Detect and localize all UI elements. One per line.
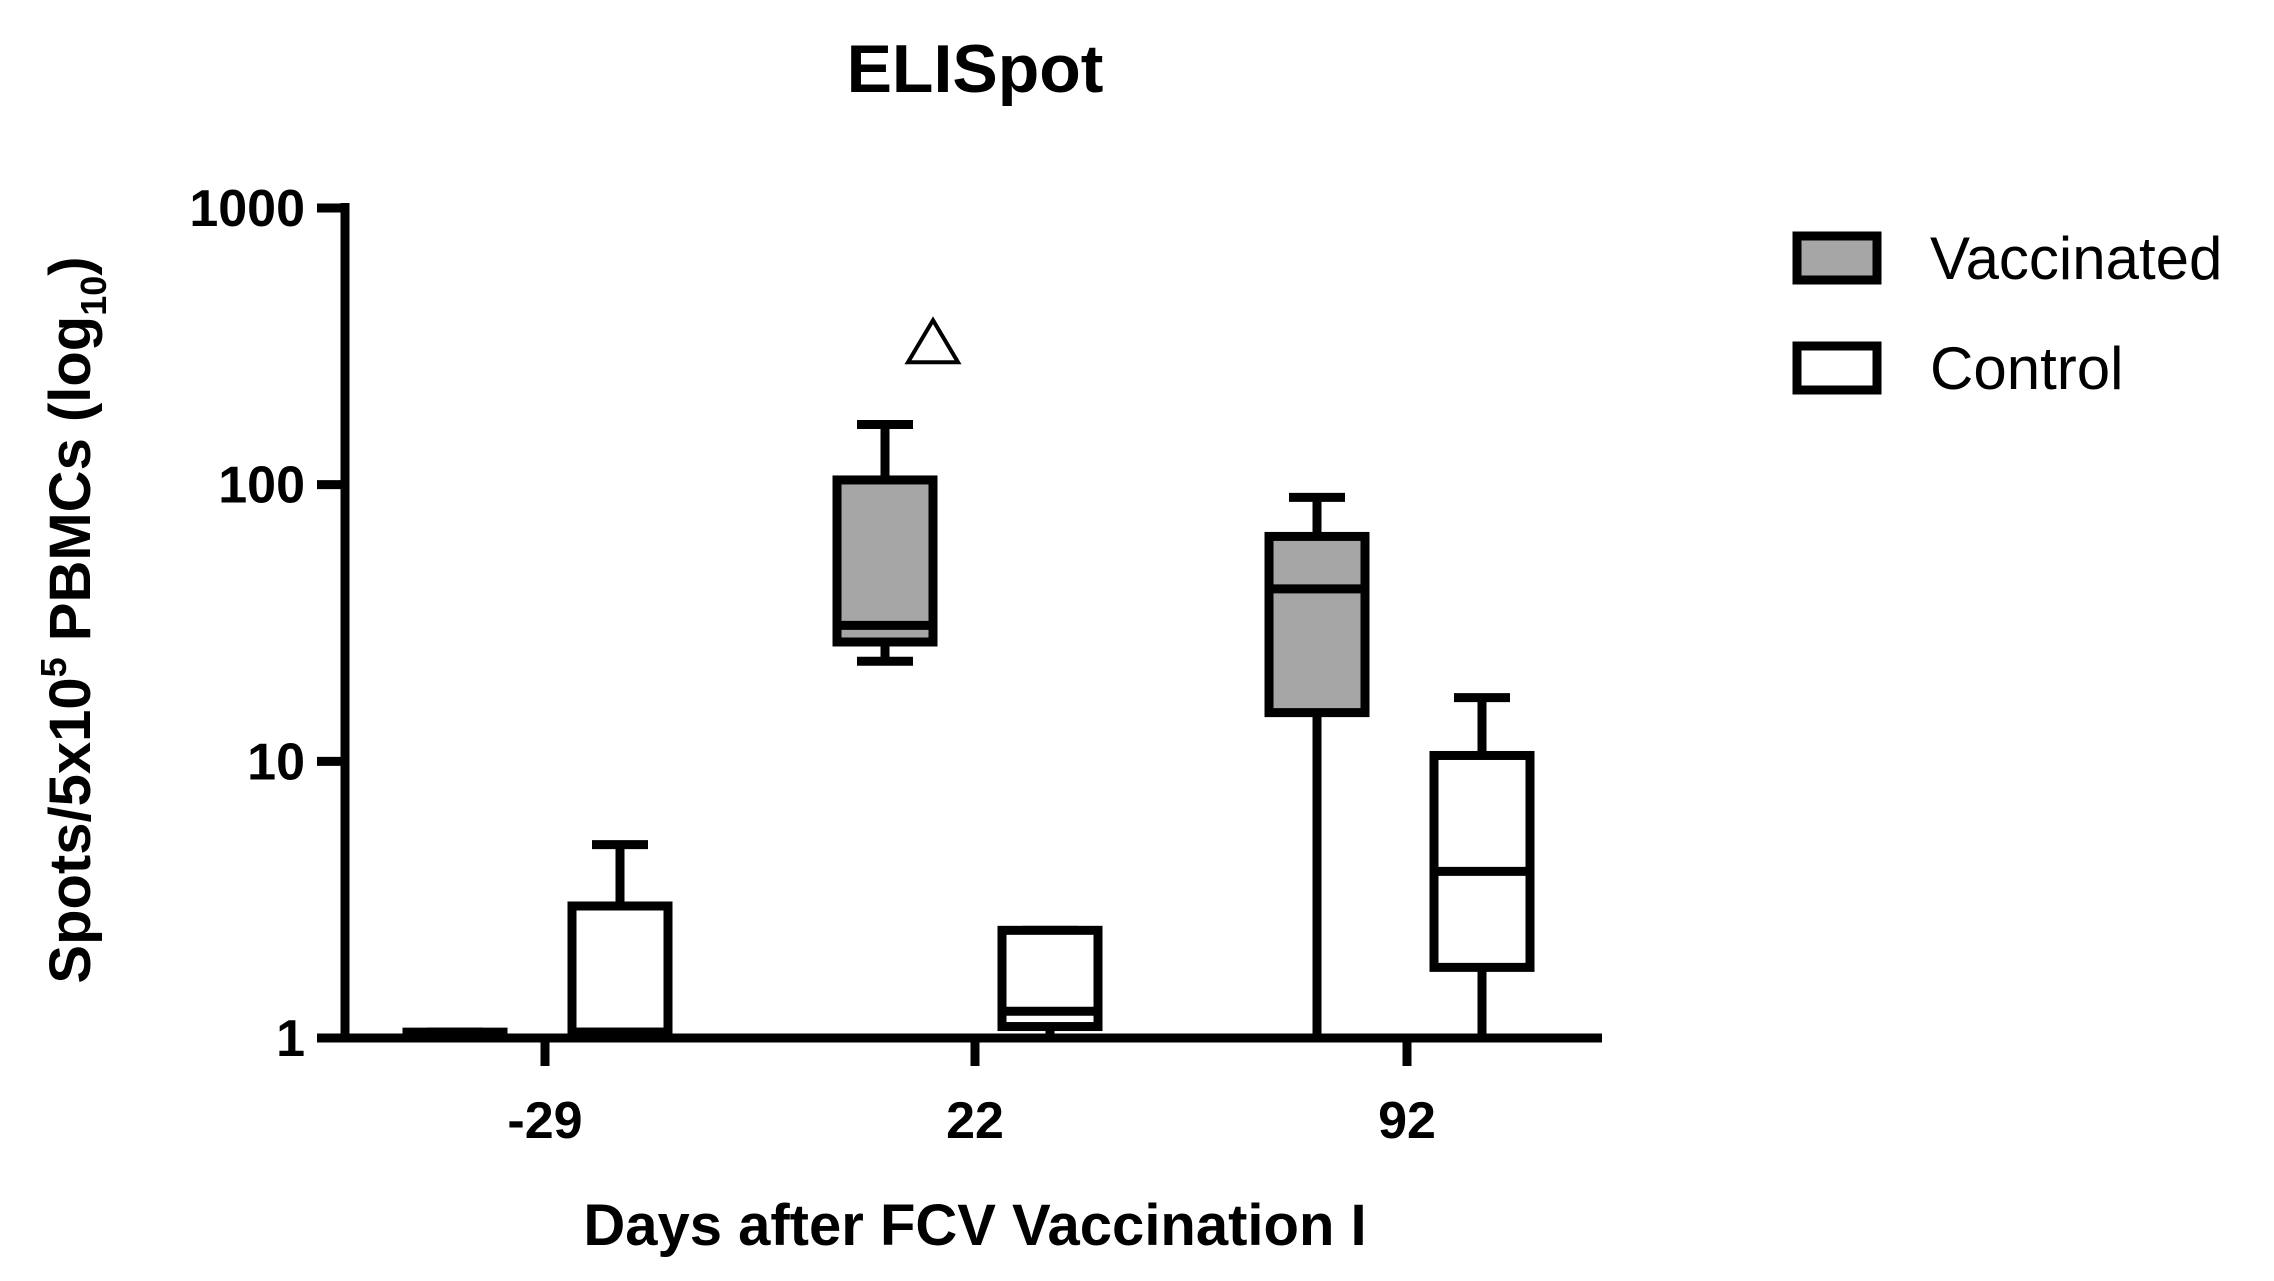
chart-title: ELISpot	[847, 31, 1104, 107]
legend: Vaccinated Control	[1792, 225, 2222, 402]
box-vaccinated-92	[1264, 492, 1370, 1038]
y-tick-label-1000: 1000	[189, 180, 305, 238]
y-tick-label-10: 10	[247, 733, 305, 791]
box-vaccinated-22	[832, 419, 938, 666]
x-axis-label: Days after FCV Vaccination I	[583, 1193, 1366, 1258]
x-tick-label-22: 22	[946, 1092, 1004, 1150]
y-axis-label-end: )	[38, 256, 103, 275]
box-control-22	[997, 925, 1103, 1038]
x-tick-label-92: 92	[1378, 1092, 1436, 1150]
y-axis-label-sup: 5	[33, 657, 74, 677]
y-axis-label-sub: 10	[73, 276, 114, 316]
x-tick-label--29: -29	[507, 1092, 582, 1150]
box-control-92	[1429, 693, 1535, 1038]
box-vaccinated--29	[402, 1027, 508, 1043]
svg-text:Spots/5x105 PBMCs (log10): Spots/5x105 PBMCs (log10)	[33, 256, 114, 983]
y-tick-label-100: 100	[218, 457, 305, 515]
legend-swatch	[1792, 231, 1882, 285]
legend-label: Vaccinated	[1930, 225, 2222, 292]
box-iqr	[832, 475, 938, 647]
y-axis-label-main: Spots/5x10	[38, 677, 103, 983]
box-series	[402, 316, 1535, 1043]
outlier-marker-22	[904, 316, 962, 365]
legend-swatch	[1792, 341, 1882, 395]
legend-item-control: Control	[1792, 335, 2123, 402]
x-ticks: -29 22 92	[507, 1038, 1436, 1150]
legend-item-vaccinated: Vaccinated	[1792, 225, 2222, 292]
y-axis-label-mid: PBMCs (log	[38, 316, 103, 658]
box-iqr	[567, 901, 673, 1037]
y-tick-label-1: 1	[276, 1010, 305, 1068]
box-iqr	[1429, 750, 1535, 972]
y-ticks: 1 10 100 1000	[189, 180, 345, 1068]
legend-label: Control	[1930, 335, 2123, 402]
y-axis-label: Spots/5x105 PBMCs (log10)	[33, 256, 114, 983]
box-control--29	[567, 840, 673, 1038]
box-iqr	[1264, 531, 1370, 718]
